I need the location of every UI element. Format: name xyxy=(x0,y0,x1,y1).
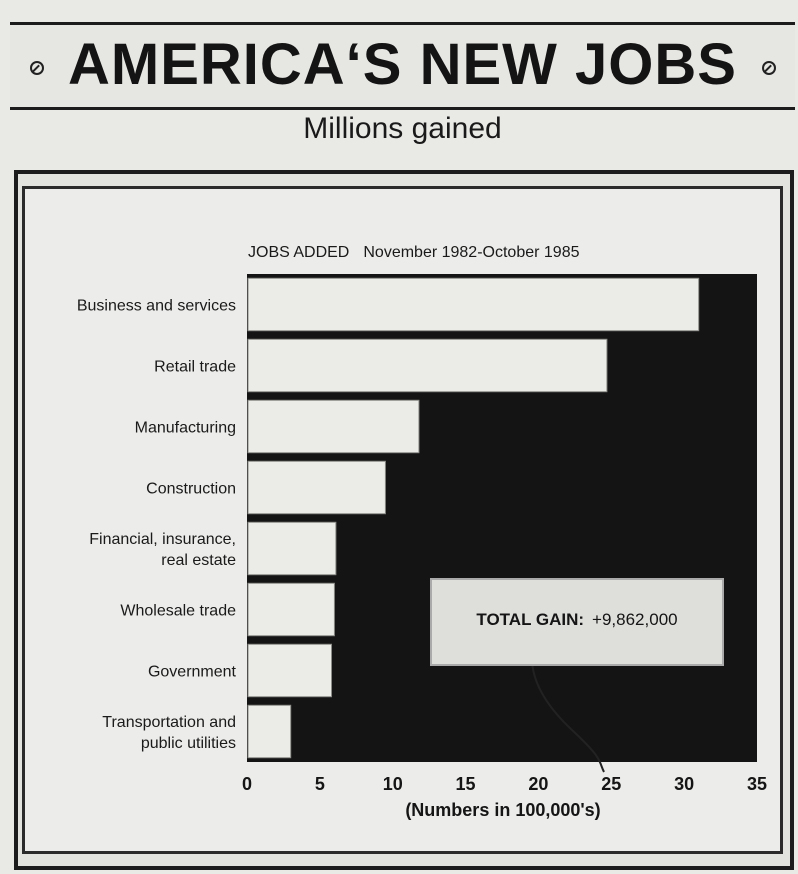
x-tick-label-15: 15 xyxy=(456,774,476,794)
page-subtitle: Millions gained xyxy=(303,112,502,145)
x-tick-label-30: 30 xyxy=(674,774,694,794)
x-tick-label-20: 20 xyxy=(528,774,548,794)
category-label-8-line-2: public utilities xyxy=(141,735,236,752)
bar-2 xyxy=(247,338,608,393)
bar-3 xyxy=(247,399,420,454)
total-gain-box: TOTAL GAIN: +9,862,000 xyxy=(430,578,724,666)
bar-6 xyxy=(247,582,335,637)
bar-5 xyxy=(247,521,337,576)
title-band: AMERICA‘S NEW JOBS xyxy=(10,22,795,110)
x-tick-label-5: 5 xyxy=(315,774,325,794)
category-label-2: Retail trade xyxy=(154,359,236,376)
x-tick-label-10: 10 xyxy=(383,774,403,794)
chart-title: JOBS ADDED xyxy=(248,244,350,261)
category-label-3: Manufacturing xyxy=(135,420,236,437)
total-gain-text: TOTAL GAIN: +9,862,000 xyxy=(432,610,722,630)
category-label-5-line-2: real estate xyxy=(161,552,236,569)
chart-subtitle: November 1982-October 1985 xyxy=(363,244,580,261)
x-tick-label-35: 35 xyxy=(747,774,767,794)
x-axis-label: (Numbers in 100,000's) xyxy=(405,800,601,820)
bar-4 xyxy=(247,460,386,515)
bar-7 xyxy=(247,643,333,698)
bar-1 xyxy=(247,277,700,332)
total-gain-value: +9,862,000 xyxy=(592,610,678,629)
x-tick-label-25: 25 xyxy=(601,774,621,794)
annotation-pointer-line xyxy=(530,645,605,773)
x-tick-label-0: 0 xyxy=(242,774,252,794)
category-label-4: Construction xyxy=(146,481,236,498)
page-title: AMERICA‘S NEW JOBS xyxy=(68,32,737,97)
bar-8 xyxy=(247,704,292,759)
category-label-1: Business and services xyxy=(77,298,236,315)
category-label-6: Wholesale trade xyxy=(120,603,236,620)
category-label-8-line-1: Transportation and xyxy=(102,714,236,731)
total-gain-label: TOTAL GAIN: xyxy=(476,610,585,629)
chart-heading: JOBS ADDED November 1982-October 1985 xyxy=(248,244,579,262)
category-label-7: Government xyxy=(148,664,237,681)
category-label-5-line-1: Financial, insurance, xyxy=(89,531,236,548)
bullet-right-icon xyxy=(762,61,776,75)
bullet-left-icon xyxy=(30,61,44,75)
